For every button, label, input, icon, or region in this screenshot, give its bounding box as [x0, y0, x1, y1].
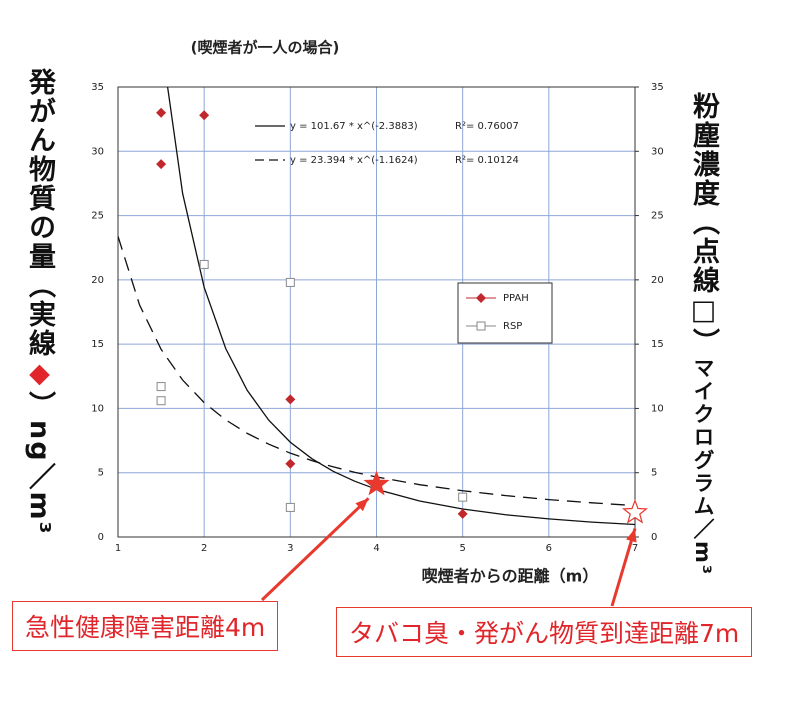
y-tick-label: 15 — [91, 339, 104, 350]
point — [156, 107, 167, 118]
annotation: タバコ臭・発がん物質到達距離7m — [336, 607, 753, 657]
legend-marker — [476, 321, 486, 331]
y-tick-label: 10 — [91, 403, 104, 414]
y2-tick-label: 10 — [651, 403, 664, 414]
x-tick-label: 3 — [287, 543, 293, 554]
y-tick-label: 25 — [91, 211, 104, 222]
y-tick-label: 35 — [91, 82, 104, 93]
annotation: 急性健康障害距離4m — [12, 601, 279, 651]
legend-label: RSP — [503, 321, 522, 332]
x-tick-label: 7 — [632, 543, 638, 554]
y-tick-label: 20 — [91, 275, 104, 286]
y-axis-label-text: 発がん物質の量（実線 — [24, 68, 55, 358]
plot-area — [118, 87, 635, 526]
y-tick-label: 5 — [98, 468, 104, 479]
fit-equation: y = 101.67 * x^(-2.3883) — [290, 121, 418, 132]
point — [199, 110, 210, 121]
legend-box — [457, 282, 553, 344]
highlight-star — [363, 470, 390, 496]
x-tick-label: 6 — [546, 543, 552, 554]
x-tick-label: 5 — [459, 543, 465, 554]
y2-axis-label: 粉塵濃度（点線□）マイクログラム／m³ — [688, 92, 719, 577]
y-axis-label: 発がん物質の量（実線◆）ng／m³ — [24, 68, 55, 536]
arrow-head — [355, 498, 369, 512]
highlight-star — [621, 498, 649, 524]
y2-tick-label: 20 — [651, 275, 664, 286]
y2-tick-label: 5 — [651, 468, 657, 479]
point — [156, 382, 166, 392]
fit-equation: y = 23.394 * x^(-1.1624) — [290, 155, 418, 166]
x-tick-label: 1 — [115, 543, 121, 554]
arrow — [610, 528, 637, 607]
arrow — [260, 497, 370, 602]
fit-curve — [166, 87, 635, 526]
point — [199, 259, 209, 269]
y2-tick-label: 35 — [651, 82, 664, 93]
chart-title: (喫煙者が一人の場合) — [191, 39, 340, 57]
y2-tick-label: 30 — [651, 146, 664, 157]
point — [285, 277, 295, 287]
legend-label: PPAH — [503, 293, 529, 304]
y-axis-label-unit: ）ng／m³ — [24, 391, 55, 536]
point — [285, 458, 296, 469]
fit-r2: R²= 0.76007 — [455, 121, 519, 132]
point — [156, 159, 167, 170]
point — [285, 394, 296, 405]
y-tick-label: 30 — [91, 146, 104, 157]
legend-marker — [476, 293, 486, 303]
x-tick-label: 2 — [201, 543, 207, 554]
y2-tick-label: 25 — [651, 211, 664, 222]
x-tick-label: 4 — [373, 543, 379, 554]
point — [458, 492, 468, 502]
x-axis-label: 喫煙者からの距離（m） — [422, 567, 599, 586]
fit-curve — [118, 236, 635, 507]
y2-axis-label-text: 粉塵濃度（点線□） — [688, 92, 719, 357]
y2-axis-label-unit: マイクログラム／m³ — [691, 357, 715, 577]
y2-tick-label: 0 — [651, 532, 657, 543]
arrow-head — [626, 528, 637, 543]
y-tick-label: 0 — [98, 532, 104, 543]
fit-r2: R²= 0.10124 — [455, 155, 519, 166]
y-axis-label-marker: ◆ — [24, 358, 55, 391]
point — [156, 396, 166, 406]
y2-tick-label: 15 — [651, 339, 664, 350]
point — [457, 508, 468, 519]
plot-frame — [117, 86, 636, 538]
point — [285, 502, 295, 512]
